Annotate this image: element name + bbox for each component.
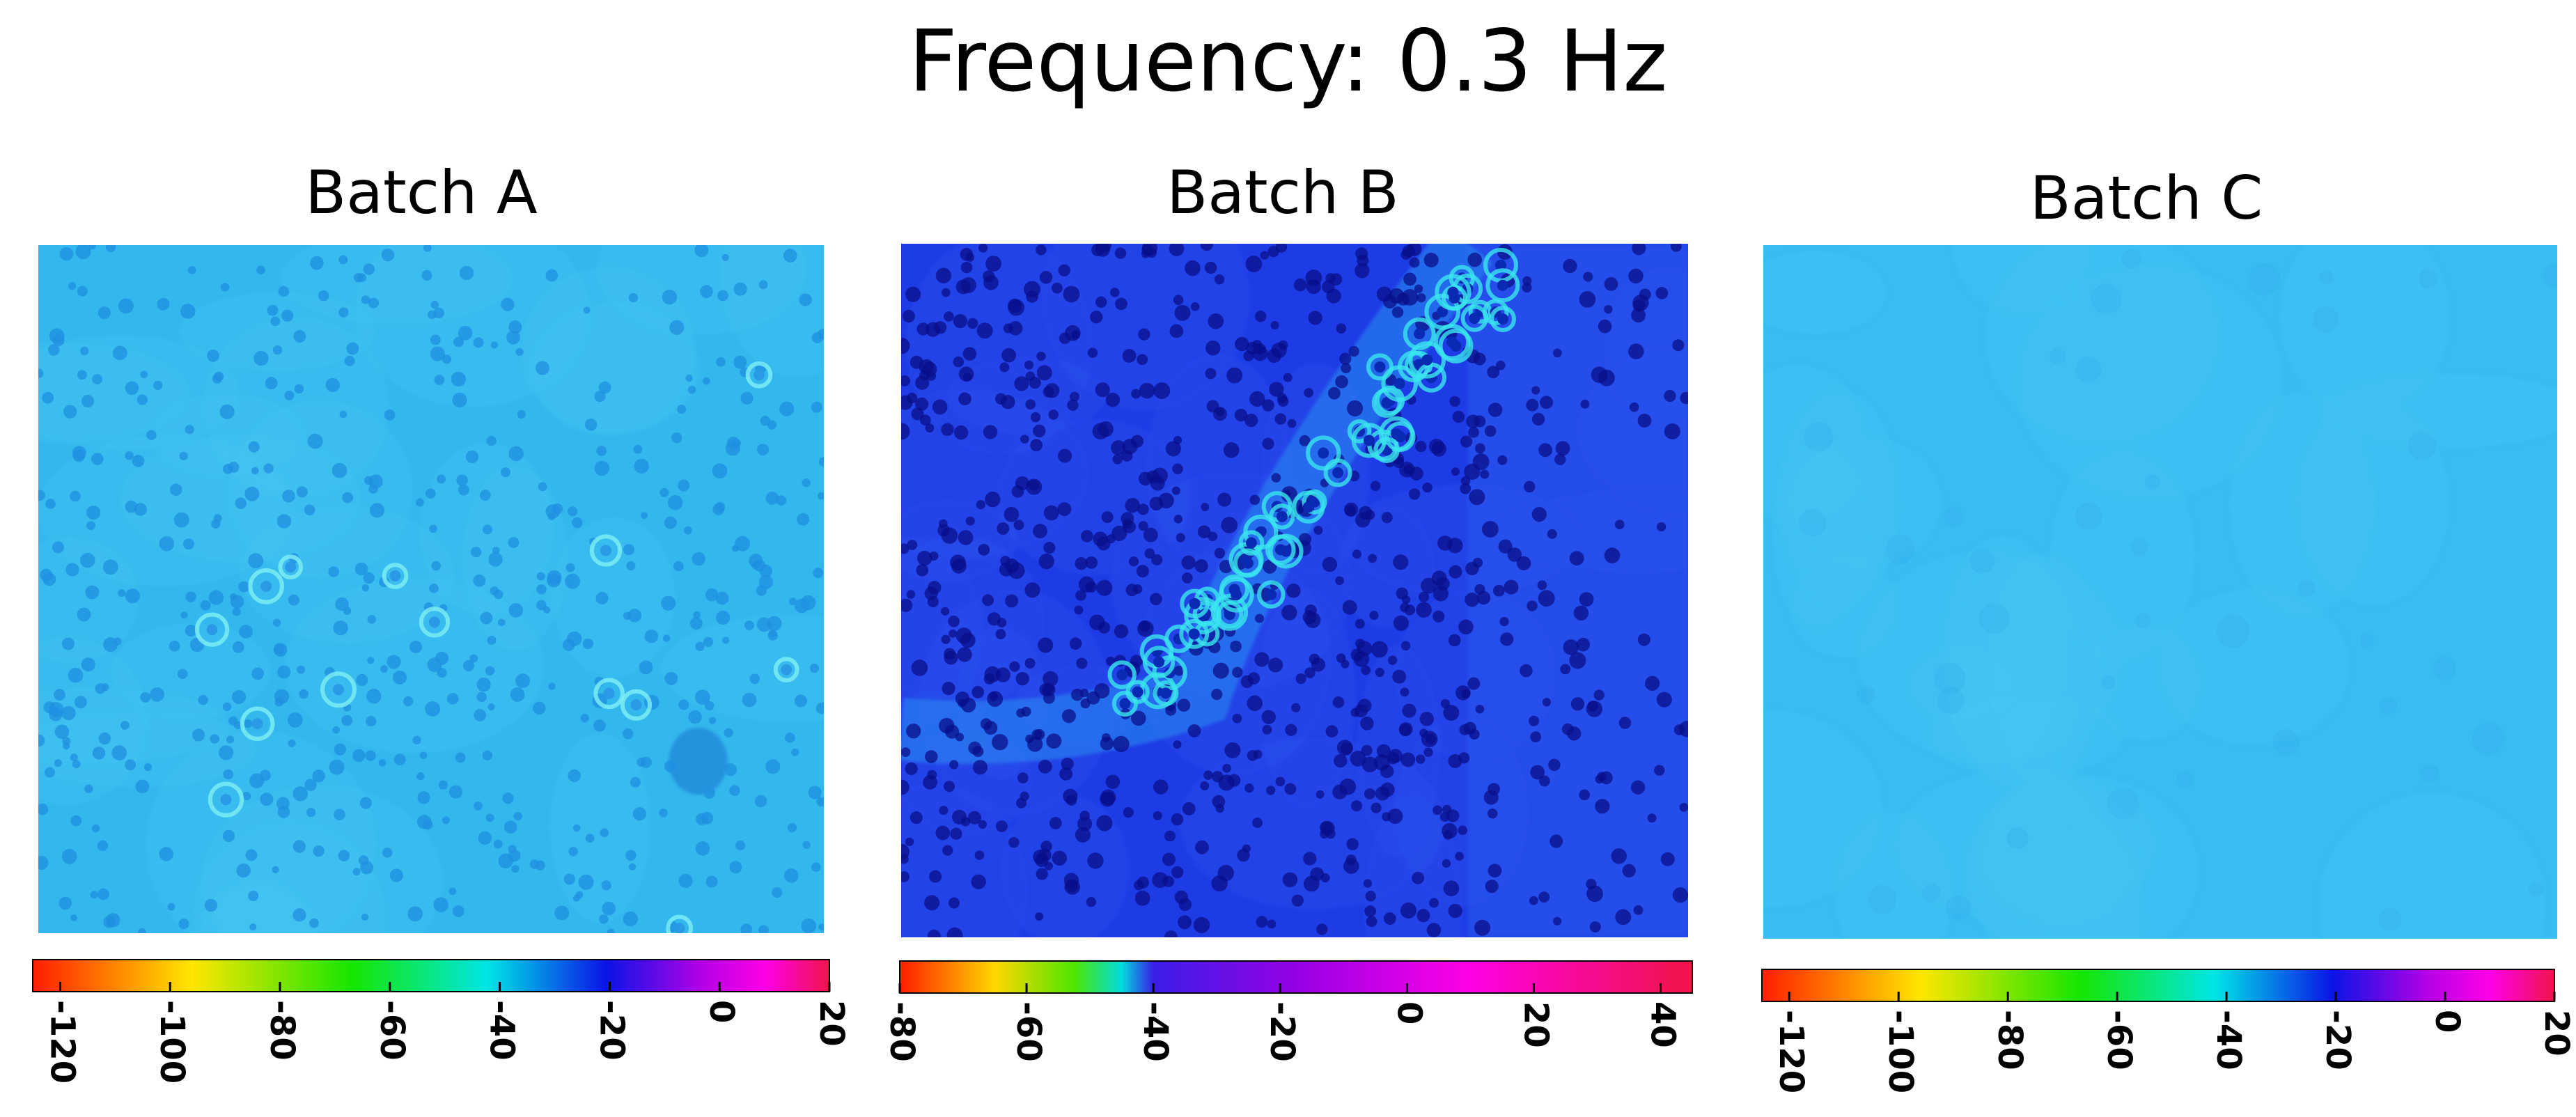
colorbar-tick-label: -60 [373,1000,412,1061]
heatmap-texture [38,245,824,933]
colorbar-tick-label: -80 [1990,1010,2029,1070]
colorbar-batch-b: -80 -60 -40 -20 0 20 40 [882,960,1693,1062]
colorbar-tick-label: -60 [1009,1001,1048,1062]
heatmap-batch-b [901,244,1688,937]
colorbar-tick-label: 0 [702,1000,741,1023]
colorbar-tick-label: 40 [1643,1001,1682,1048]
colorbar-batch-c: -120 -100 -80 -60 -40 -20 0 20 [1761,969,2576,1093]
colorbar-tick-label: 0 [1389,1001,1428,1024]
colorbar-tick-label: -20 [2318,1010,2357,1070]
colorbar-gradient [1761,969,2555,1002]
figure-title: Frequency: 0.3 Hz [908,12,1668,111]
colorbar-tick-label: -40 [2209,1010,2248,1070]
heatmap-batch-a [38,245,824,933]
colorbar-batch-a: -120 -100 -80 -60 -40 -20 0 20 [32,959,851,1084]
colorbar-tick-label: -60 [2100,1010,2139,1070]
heatmap-batch-c [1763,245,2557,939]
colorbar-tick-label: -80 [263,1000,302,1061]
heatmap-texture [1763,245,2557,939]
colorbar-tick-label: -100 [153,1000,192,1084]
colorbar-tick-label: -40 [483,1000,522,1061]
colorbar-tick-label: 20 [812,1000,851,1047]
colorbar-tick-label: -100 [1881,1010,1920,1093]
colorbar-tick-label: -20 [1263,1001,1302,1062]
colorbar-tick-label: -40 [1136,1001,1175,1062]
colorbar-tick-label: -120 [1772,1010,1811,1093]
heatmap-pores [38,245,824,933]
panel-title-batch-a: Batch A [305,158,538,228]
heatmap-pores [1798,249,2557,932]
panel-batch-c: Batch C -120 -100 -80 -60 -40 -20 0 20 [1749,0,2576,1117]
colorbar-gradient [32,959,830,992]
colorbar-tick-label: 20 [1516,1001,1555,1048]
colorbar-tick-label: 0 [2428,1010,2467,1033]
colorbar-tick-label: -20 [592,1000,631,1061]
colorbar-tick-label: 20 [2537,1010,2576,1056]
heatmap-pores [901,244,1688,937]
colorbar-gradient [899,960,1693,994]
panel-title-batch-b: Batch B [1166,158,1399,228]
colorbar-tick-label: -120 [42,1000,81,1084]
colorbar-tick-label: -80 [882,1001,921,1062]
panel-batch-b: Batch B -80 -60 -40 -20 0 20 40 [882,0,1693,1117]
panel-title-batch-c: Batch C [2029,164,2263,233]
panel-batch-a: Batch A -120 -100 -80 -60 -40 -20 0 20 [24,0,851,1117]
